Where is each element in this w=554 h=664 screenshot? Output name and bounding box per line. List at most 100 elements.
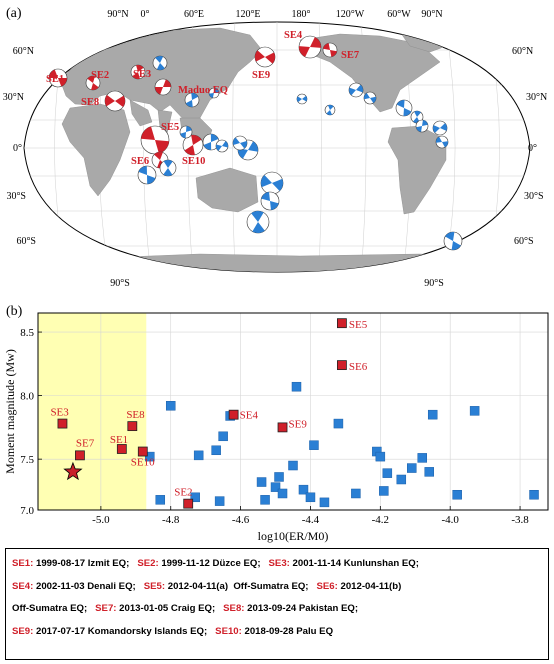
lat-label-left: 30°S	[6, 191, 26, 202]
y-tick-label: 7.0	[20, 505, 34, 517]
map-label-maduo-eq: Maduo EQ	[178, 85, 228, 96]
x-tick-label: -4.4	[302, 514, 320, 526]
map-label-se7: SE7	[341, 50, 359, 61]
lat-label-left: 60°N	[13, 46, 34, 57]
legend-code: SE9:	[12, 625, 34, 637]
lat-label-right: 60°N	[512, 46, 533, 57]
event-marker	[424, 467, 434, 477]
focal-mechanism	[232, 135, 248, 151]
focal-mechanism	[260, 191, 280, 211]
highlight-marker-se4	[228, 409, 239, 420]
lon-label-bottom: 90°S	[424, 278, 444, 289]
focal-mechanism	[435, 135, 449, 149]
event-marker	[351, 488, 361, 499]
data-label-se9: SE9	[289, 418, 308, 430]
x-tick-label: -3.8	[511, 514, 529, 526]
event-marker	[417, 453, 427, 463]
map-label-se4: SE4	[284, 30, 303, 41]
event-marker	[193, 450, 204, 461]
lon-label-top: 90°N	[421, 9, 442, 20]
focal-mechanism	[395, 99, 413, 117]
legend-text: 1999-08-17 Izmit EQ;	[33, 558, 138, 569]
legend-code: SE3:	[268, 558, 290, 569]
focal-mechanism	[208, 87, 220, 99]
focal-mechanism	[48, 68, 68, 88]
data-label-se1: SE1	[110, 434, 128, 446]
legend-code: SE8:	[223, 603, 245, 614]
event-marker	[145, 451, 155, 462]
focal-mechanism	[415, 119, 429, 133]
event-marker	[155, 495, 166, 505]
highlight-marker-se2	[183, 498, 194, 509]
focal-mechanism	[140, 125, 170, 155]
focal-mechanism	[410, 110, 424, 124]
event-marker	[427, 409, 438, 420]
map-axis-labels: 90°N 0° 60°E 120°E 180° 120°W 60°W 90°N 90°S 90°S…	[3, 9, 547, 289]
x-tick-label: -4.8	[162, 514, 180, 526]
highlight-marker-se10	[137, 446, 148, 457]
y-tick-label: 7.5	[20, 454, 34, 466]
highlight-marker-se9	[277, 422, 288, 433]
legend-code: SE5:	[143, 580, 166, 592]
legend-text: 2018-09-28 Palu EQ	[241, 625, 334, 637]
map-event-labels: SE1 SE2 SE3 SE4 SE5 SE6 SE7 SE8 SE9 SE10 Maduo EQ	[46, 30, 359, 167]
focal-mechanism	[137, 165, 157, 185]
event-marker	[309, 440, 319, 450]
focal-mechanism	[363, 91, 377, 105]
land-south-america	[387, 125, 447, 215]
lon-label-bottom: 90°S	[110, 278, 130, 289]
event-marker	[218, 431, 228, 442]
lat-label-left: 0°	[13, 143, 22, 154]
plot-background	[38, 313, 548, 510]
x-axis-label: log10(ER/M0)	[258, 529, 329, 543]
data-label-se4: SE4	[240, 410, 259, 422]
focal-mechanism	[159, 159, 177, 177]
focal-mechanism	[254, 46, 276, 68]
plot-points	[57, 318, 539, 509]
event-marker	[407, 463, 417, 473]
legend-text: Off-Sumatra EQ;	[12, 603, 96, 614]
focal-mechanism	[443, 231, 463, 251]
data-label-se8: SE8	[126, 409, 145, 421]
legend-text: 2013-09-24 Pakistan EQ;	[244, 603, 359, 614]
data-label-se2: SE2	[174, 487, 192, 499]
legend-text: 2012-04-11(a) Off-Sumatra EQ;	[165, 580, 317, 592]
event-marker	[190, 492, 200, 503]
focal-mechanism	[348, 82, 364, 98]
focal-mechanism	[184, 92, 200, 108]
lon-label-top: 120°W	[336, 9, 365, 20]
legend-code: SE1:	[12, 558, 34, 569]
map-label-se3: SE3	[133, 69, 151, 80]
map-label-se1: SE1	[46, 74, 64, 85]
data-label-se10: SE10	[131, 457, 155, 469]
event-marker	[256, 477, 267, 487]
legend-code: SE2:	[137, 558, 159, 569]
event-marker	[333, 418, 344, 429]
legend-text: 2017-07-17 Komandorsky Islands EQ;	[33, 625, 216, 637]
lat-label-left: 30°N	[3, 92, 24, 103]
lat-label-right: 30°S	[524, 191, 544, 202]
event-marker	[214, 496, 225, 506]
map-label-se6: SE6	[131, 156, 149, 167]
highlight-marker-se6	[337, 360, 347, 371]
event-marker	[288, 460, 298, 471]
highlight-marker-se3	[57, 418, 68, 429]
event-marker	[274, 472, 284, 482]
lon-label-top: 120°E	[235, 9, 260, 20]
x-tick-label: -4.0	[441, 514, 459, 526]
focal-mechanism	[202, 133, 220, 151]
highlight-marker-se5	[337, 318, 347, 329]
y-tick-label: 8.5	[20, 327, 34, 339]
focal-mechanism	[104, 90, 126, 112]
event-marker	[469, 406, 480, 416]
event-marker	[319, 497, 330, 508]
plot-labels: SE1 SE2 SE3 SE4 SE5 SE6 SE7 SE8 SE9 SE10	[50, 319, 367, 498]
y-tick-label: 8.0	[20, 391, 34, 403]
world-map: 90°N 0° 60°E 120°E 180° 120°W 60°W 90°N 90°S 90°S…	[3, 9, 547, 289]
panel-a-label: (a)	[6, 6, 22, 21]
focal-mechanism	[246, 210, 270, 234]
lon-label-top: 180°	[292, 9, 311, 20]
focal-mechanism	[324, 104, 336, 116]
event-marker	[260, 495, 270, 505]
legend-text: 2013-01-05 Craig EQ;	[116, 603, 224, 614]
